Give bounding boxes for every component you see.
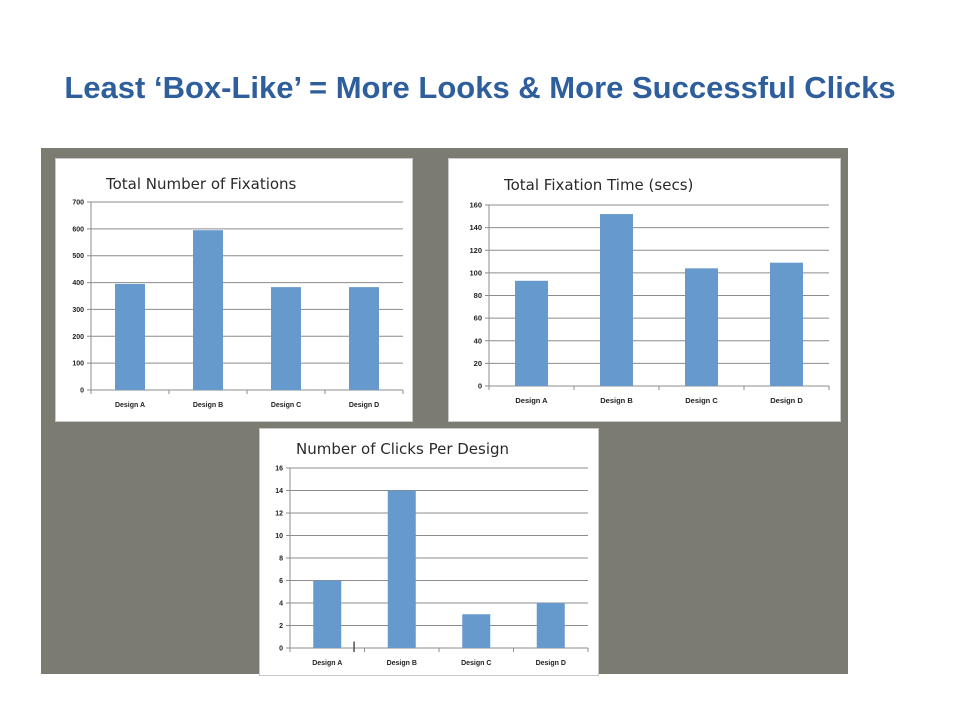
y-tick-label: 200: [72, 334, 84, 341]
bar-design-d: [349, 287, 379, 390]
y-tick-label: 4: [279, 601, 283, 608]
chart-panel-fixations: Total Number of Fixations 0 100 200 300 400 5…: [55, 158, 413, 422]
y-tick-label: 12: [275, 511, 283, 518]
y-tick-label: 600: [72, 226, 84, 233]
y-tick-label: 8: [279, 556, 283, 563]
y-tick-label: 500: [72, 253, 84, 260]
bar-design-a: [515, 280, 548, 386]
x-category-label: Design C: [461, 660, 491, 667]
x-category-label: Design D: [349, 402, 379, 409]
x-category-label: Design A: [515, 396, 548, 405]
x-category-label: Design C: [685, 396, 718, 405]
bar-design-b: [600, 214, 633, 386]
y-tick-label: 2: [279, 623, 283, 630]
y-tick-label: 0: [279, 646, 283, 653]
y-tick-label: 60: [474, 314, 482, 323]
x-category-label: Design D: [770, 396, 803, 405]
x-category-label: Design A: [115, 402, 145, 409]
chart-clicks: 0 2 4 6 8 10 12 14 16 Design A Design B Design C Des…: [275, 466, 589, 667]
y-tick-label: 300: [72, 307, 84, 314]
bar-design-c: [685, 268, 718, 386]
x-category-label: Design A: [312, 660, 342, 667]
chart-title: Total Number of Fixations: [106, 175, 297, 193]
chart-panel-clicks: Number of Clicks Per Design 0 2 4 6 8 10 12 14 1…: [259, 428, 599, 676]
x-category-label: Design B: [387, 660, 417, 667]
chart-panel-fixation-time: Total Fixation Time (secs) 0 20 40 60 80 100 1…: [448, 158, 841, 422]
x-category-label: Design C: [271, 402, 301, 409]
y-tick-label: 10: [275, 533, 283, 540]
y-tick-label: 140: [469, 223, 482, 232]
y-tick-label: 160: [469, 201, 482, 210]
x-category-label: Design B: [600, 396, 633, 405]
bar-design-d: [770, 262, 803, 386]
y-tick-label: 40: [474, 336, 482, 345]
bar-design-a: [115, 283, 145, 390]
bar-design-a: [313, 580, 342, 648]
y-tick-label: 80: [474, 291, 482, 300]
y-tick-label: 14: [275, 488, 283, 495]
y-tick-label: 120: [469, 246, 482, 255]
y-tick-label: 100: [72, 361, 84, 368]
chart-fixations: 0 100 200 300 400 500 600 700 Design A Design B De…: [72, 200, 404, 409]
y-tick-label: 0: [80, 388, 84, 395]
bar-design-c: [462, 614, 491, 648]
x-category-label: Design B: [193, 402, 223, 409]
text-cursor-icon: I: [352, 640, 357, 656]
y-tick-label: 16: [275, 466, 283, 473]
bar-design-b: [193, 230, 223, 390]
y-tick-label: 700: [72, 200, 84, 207]
bar-design-b: [387, 490, 416, 648]
chart-title: Total Fixation Time (secs): [504, 176, 694, 194]
y-tick-label: 100: [469, 268, 482, 277]
y-tick-label: 20: [474, 359, 482, 368]
chart-fixation-time: 0 20 40 60 80 100 120 140 160 Design A Design B Des…: [469, 201, 830, 405]
bar-design-d: [536, 603, 565, 648]
y-tick-label: 400: [72, 280, 84, 287]
bar-design-c: [271, 287, 301, 390]
slide-title: Least ‘Box-Like’ = More Looks & More Suc…: [64, 70, 896, 105]
y-tick-label: 0: [478, 382, 482, 391]
chart-title: Number of Clicks Per Design: [296, 440, 510, 458]
y-tick-label: 6: [279, 578, 283, 585]
x-category-label: Design D: [536, 660, 566, 667]
